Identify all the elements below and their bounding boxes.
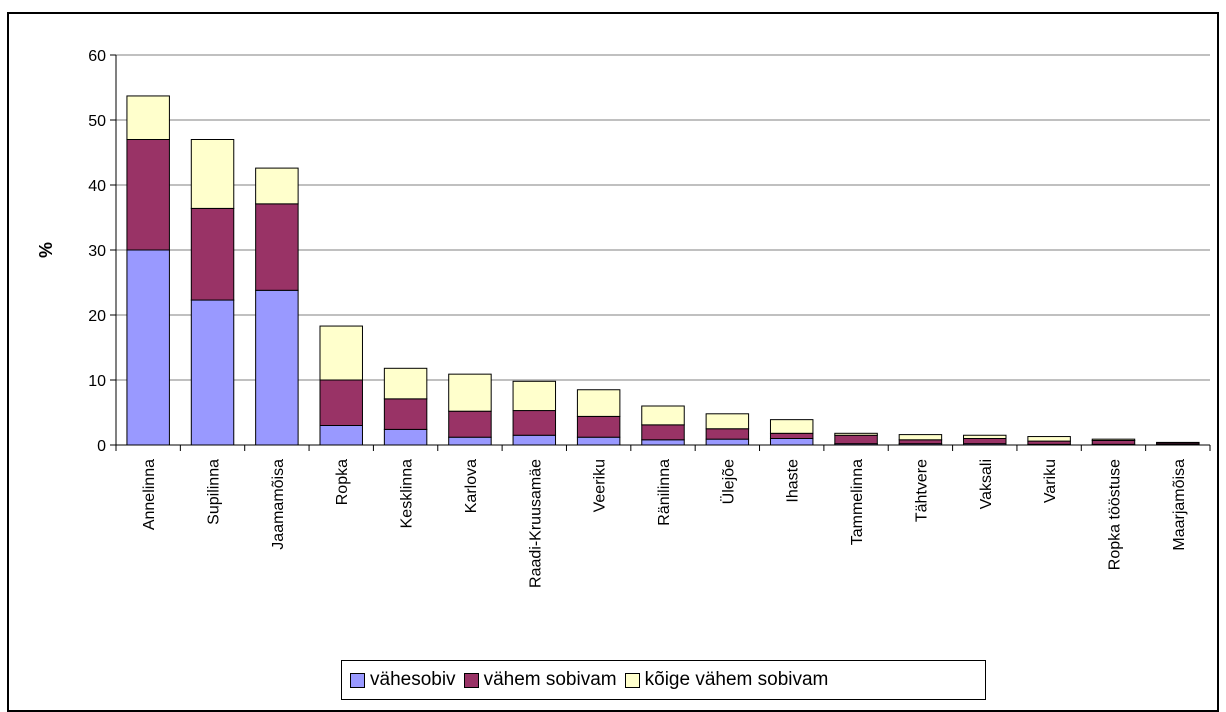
x-tick-labels: Annelinna Supilinna Jaamamõisa Ropka Kesklin…: [115, 445, 1211, 588]
bar-segment: [448, 436, 492, 446]
bar-segment: [383, 398, 428, 430]
bar-segment: [705, 438, 750, 446]
bar-segment: [963, 434, 1007, 439]
bar-segment: [576, 436, 621, 446]
y-tick-label: 0: [97, 438, 106, 455]
legend-swatch: [350, 672, 365, 688]
bar-segment: [319, 379, 363, 426]
bar-segment: [1156, 441, 1200, 444]
bar-segment: [512, 410, 557, 436]
bar-segment: [1091, 439, 1136, 445]
x-tick-label: Veeriku: [592, 459, 609, 512]
x-tick-label: Supilinna: [206, 459, 223, 525]
bar-segment: [769, 438, 814, 446]
x-tick-label: Karlova: [463, 459, 480, 513]
x-tick-label: Vaksali: [978, 459, 995, 509]
bar-segment: [255, 203, 299, 291]
bar-segment: [255, 167, 299, 205]
x-tick-label: Ropka tööstuse: [1106, 459, 1123, 570]
legend-item-koige-vahem-sobivam: kõige vähem sobivam: [624, 669, 829, 691]
legend-label: vähem sobivam: [483, 669, 617, 690]
legend: vähesobiv vähem sobivam kõige vähem sobi…: [341, 660, 986, 700]
bar-segment: [383, 367, 428, 400]
y-tick-label: 60: [88, 48, 106, 65]
x-tick-label: Ihaste: [785, 459, 802, 503]
x-tick-label: Ülejõe: [719, 459, 737, 504]
bar-segment: [705, 428, 750, 440]
x-tick-label: Raadi-Kruusamäe: [527, 459, 544, 588]
bar-segment: [255, 289, 299, 446]
bar-segment: [1091, 438, 1136, 441]
bar-segment: [126, 249, 170, 446]
y-axis-label: %: [36, 242, 56, 258]
bar-segment: [834, 434, 878, 445]
x-tick-label: Ropka: [334, 459, 351, 505]
legend-label: kõige vähem sobivam: [644, 669, 829, 690]
bar-segment: [126, 95, 170, 140]
x-tick-label: Annelinna: [141, 459, 158, 530]
bar-segment: [319, 425, 363, 446]
x-tick-label: Variku: [1042, 459, 1059, 503]
y-tick-label: 40: [88, 178, 106, 195]
bar-segment: [641, 439, 685, 446]
bar-segment: [512, 380, 557, 412]
bar-segment: [898, 434, 943, 441]
y-tick-label: 10: [88, 373, 106, 390]
bar-segment: [1027, 436, 1071, 442]
bar-segment: [705, 413, 750, 430]
legend-label: vähesobiv: [370, 669, 456, 690]
y-tick-label: 50: [88, 113, 106, 130]
bar-segment: [190, 207, 235, 301]
bar-segment: [383, 428, 428, 446]
x-tick-label: Tähtvere: [913, 459, 930, 522]
bar-segment: [898, 439, 943, 445]
bar-segment: [834, 432, 878, 436]
bar-segment: [448, 373, 492, 412]
x-tick-label: Kesklinna: [399, 459, 416, 528]
x-tick-label: Tammelinna: [849, 459, 866, 545]
bar-segment: [448, 410, 492, 438]
bar-segment: [641, 405, 685, 426]
x-tick-label: Jaamamõisa: [270, 459, 287, 550]
x-tick-label: Maarjamõisa: [1171, 459, 1188, 551]
bar-segment: [963, 438, 1007, 445]
y-tick-labels: 0 10 20 30 40 50 60: [88, 48, 116, 455]
legend-item-vahem-sobivam: vähem sobivam: [463, 669, 617, 691]
x-tick-label: Ränilinna: [656, 459, 673, 526]
bar-segment: [126, 139, 170, 251]
legend-swatch: [624, 672, 640, 688]
legend-item-vahesobiv: vähesobiv: [350, 669, 456, 691]
bars: [126, 95, 1200, 446]
bar-segment: [576, 389, 621, 417]
y-tick-label: 30: [88, 243, 106, 260]
bar-segment: [576, 415, 621, 438]
bar-segment: [641, 424, 685, 441]
bar-segment: [769, 419, 814, 434]
bar-segment: [319, 325, 363, 381]
legend-swatch: [463, 672, 479, 688]
bar-segment: [512, 434, 557, 446]
bar-segment: [190, 139, 235, 209]
bar-segment: [190, 299, 235, 446]
y-tick-label: 20: [88, 308, 106, 325]
bar-segment: [769, 432, 814, 439]
